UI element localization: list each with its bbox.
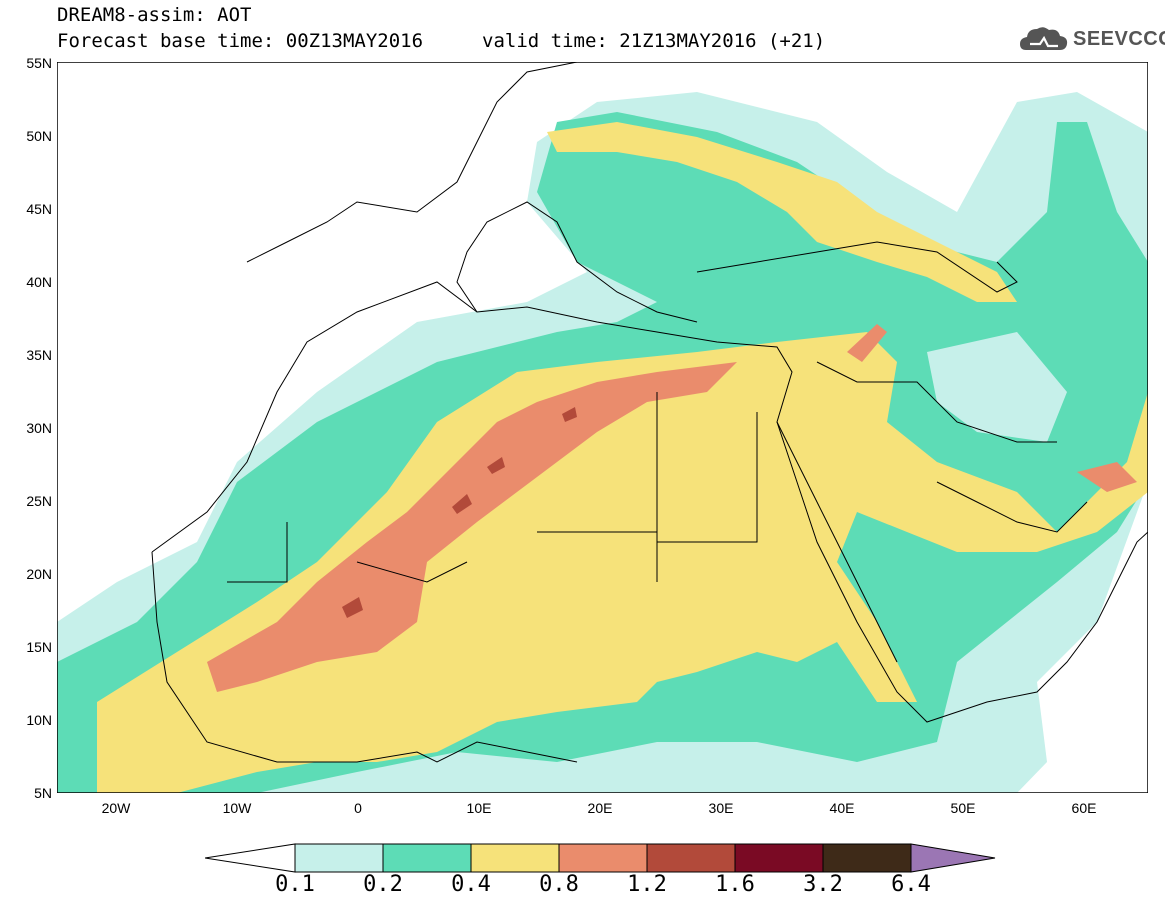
colorbar-swatch-0.8 — [558, 843, 648, 873]
lon-label-40e: 40E — [829, 800, 855, 816]
lon-label-30e: 30E — [708, 800, 734, 816]
lat-label-5n: 5N — [34, 785, 52, 801]
colorbar-label-1.2: 1.2 — [627, 872, 667, 897]
lat-label-40n: 40N — [26, 274, 52, 290]
logo-text: SEEVCCC — [1073, 28, 1165, 50]
lon-label-50e: 50E — [950, 800, 976, 816]
lon-label-10e: 10E — [466, 800, 492, 816]
aot-band-0.8 — [207, 362, 737, 692]
colorbar-label-6.4: 6.4 — [891, 872, 931, 897]
colorbar-swatch-1.2 — [646, 843, 736, 873]
cloud-logo-icon — [1020, 27, 1068, 50]
lat-label-15n: 15N — [26, 639, 52, 655]
colorbar-low-arrow — [205, 843, 296, 873]
lat-label-10n: 10N — [26, 712, 52, 728]
colorbar-label-3.2: 3.2 — [803, 872, 843, 897]
lat-label-55n: 55N — [26, 55, 52, 71]
seevccc-logo: SEEVCCC — [1018, 22, 1165, 56]
lon-label-20w: 20W — [101, 800, 131, 816]
aot-band-0.4 — [547, 122, 1017, 302]
colorbar-high-arrow — [910, 843, 996, 873]
colorbar-label-0.1: 0.1 — [275, 872, 315, 897]
forecast-base-time: Forecast base time: 00Z13MAY2016 — [57, 30, 424, 52]
colorbar-label-0.4: 0.4 — [451, 872, 491, 897]
aot-band-0.4 — [97, 332, 1148, 793]
map-title: DREAM8-assim: AOT — [57, 4, 252, 26]
colorbar-label-1.6: 1.6 — [715, 872, 755, 897]
colorbar-label-0.2: 0.2 — [363, 872, 403, 897]
lat-label-25n: 25N — [26, 493, 52, 509]
coastlines — [151, 62, 1148, 763]
colorbar-swatch-3.2 — [822, 843, 912, 873]
lat-label-50n: 50N — [26, 128, 52, 144]
colorbar — [205, 843, 996, 873]
colorbar-swatch-0.2 — [382, 843, 472, 873]
aot-band-1.2 — [562, 407, 577, 422]
colorbar-swatch-0.1 — [294, 843, 384, 873]
colorbar-label-0.8: 0.8 — [539, 872, 579, 897]
colorbar-swatch-0.4 — [470, 843, 560, 873]
aot-band-1.2 — [452, 494, 472, 514]
lon-label-10w: 10W — [222, 800, 252, 816]
aot-band-1.2 — [342, 597, 363, 618]
lat-label-30n: 30N — [26, 420, 52, 436]
lat-label-35n: 35N — [26, 347, 52, 363]
lat-label-45n: 45N — [26, 201, 52, 217]
lon-label-60e: 60E — [1071, 800, 1097, 816]
lat-label-20n: 20N — [26, 566, 52, 582]
aot-band-0.8 — [1077, 462, 1137, 492]
colorbar-swatch-1.6 — [734, 843, 824, 873]
aot-map — [57, 62, 1148, 793]
valid-time: valid time: 21Z13MAY2016 (+21) — [482, 30, 826, 52]
aot-clear-patch — [927, 332, 1067, 442]
aot-band-0.8 — [847, 324, 887, 362]
lon-label-20e: 20E — [587, 800, 613, 816]
aot-band-1.2 — [487, 457, 505, 474]
lon-label-0: 0 — [354, 800, 362, 816]
